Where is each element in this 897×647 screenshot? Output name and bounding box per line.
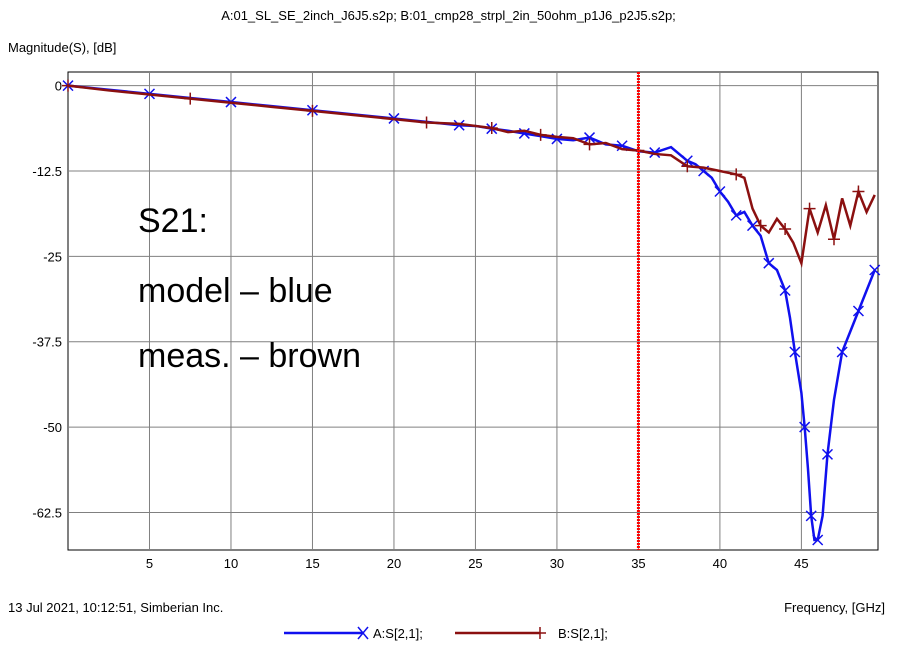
series-lines <box>62 79 881 546</box>
x-axis-label: Frequency, [GHz] <box>784 600 885 615</box>
data-point-b <box>754 219 767 232</box>
tick-labels: 5 10 15 20 25 30 35 40 45 0 -12.5 -25 -37.5 -50 -62.5 <box>32 79 808 571</box>
data-point-a <box>789 346 801 358</box>
y-tick-label: -62.5 <box>32 505 62 520</box>
data-point-a <box>649 147 661 159</box>
data-point-b <box>681 160 694 173</box>
data-point-b <box>852 185 865 198</box>
data-point-b <box>779 223 792 236</box>
data-point-b <box>583 138 596 151</box>
data-point-b <box>485 121 498 134</box>
y-axis-label: Magnitude(S), [dB] <box>8 40 117 55</box>
data-point-a <box>869 264 881 276</box>
data-point-a <box>836 346 848 358</box>
annotation-line: S21: <box>138 202 208 240</box>
data-point-b <box>534 128 547 141</box>
data-point-b <box>827 233 840 246</box>
x-tick-label: 25 <box>468 556 482 571</box>
data-point-a <box>799 421 811 433</box>
data-point-a <box>730 209 742 221</box>
data-point-a <box>714 185 726 198</box>
y-tick-label: -37.5 <box>32 335 62 350</box>
x-tick-label: 5 <box>146 556 153 571</box>
y-tick-label: 0 <box>55 79 62 94</box>
x-tick-label: 45 <box>794 556 808 571</box>
data-point-b <box>184 92 197 105</box>
y-tick-label: -12.5 <box>32 164 62 179</box>
data-point-a <box>453 119 465 131</box>
y-tick-label: -50 <box>43 420 62 435</box>
x-tick-label: 10 <box>224 556 238 571</box>
data-point-a <box>812 534 824 546</box>
x-tick-label: 40 <box>713 556 727 571</box>
plot-area <box>67 71 879 551</box>
data-point-a <box>779 284 791 297</box>
x-tick-label: 20 <box>387 556 401 571</box>
grid-lines <box>68 72 878 550</box>
data-point-a <box>583 132 596 144</box>
data-point-b <box>306 104 319 117</box>
data-point-a <box>763 257 775 269</box>
data-point-a <box>852 305 864 317</box>
data-point-b <box>803 202 816 215</box>
x-tick-label: 35 <box>631 556 645 571</box>
y-tick-label: -25 <box>43 249 62 264</box>
data-point-a <box>746 220 759 232</box>
series-line-b <box>67 84 876 268</box>
data-point-b <box>62 79 74 92</box>
legend-annotation: S21: model – blue meas. – brown <box>138 202 361 375</box>
x-tick-label: 30 <box>550 556 564 571</box>
annotation-line: model – blue <box>138 272 333 310</box>
annotation-line: meas. – brown <box>138 337 361 375</box>
data-point-b <box>420 116 433 129</box>
data-point-a <box>821 448 834 460</box>
timestamp-footer: 13 Jul 2021, 10:12:51, Simberian Inc. <box>8 600 224 615</box>
data-point-a <box>805 510 817 522</box>
x-tick-label: 15 <box>305 556 319 571</box>
data-point-b <box>730 168 743 181</box>
chart-title: A:01_SL_SE_2inch_J6J5.s2p; B:01_cmp28_st… <box>221 8 676 23</box>
